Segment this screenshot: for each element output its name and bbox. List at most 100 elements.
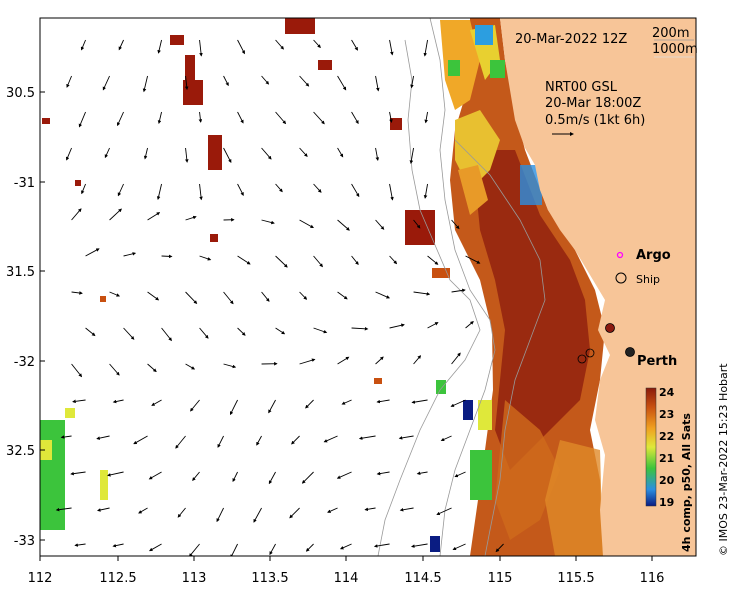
current-arrow <box>109 291 121 297</box>
x-tick-label: 112.5 <box>99 571 136 586</box>
current-arrow <box>450 399 466 407</box>
current-arrow <box>185 147 189 163</box>
current-arrow <box>116 111 124 127</box>
current-arrow <box>299 358 316 365</box>
current-arrow <box>112 399 124 404</box>
current-arrow <box>109 363 120 376</box>
current-arrow <box>118 39 124 51</box>
colorbar-tick: 20 <box>659 474 675 487</box>
x-tick-label: 116 <box>640 571 665 586</box>
current-arrow <box>112 543 124 548</box>
current-arrow <box>157 39 162 54</box>
current-arrow <box>376 471 390 476</box>
current-arrow <box>389 39 394 56</box>
colorbar-title: 4h comp, p50, All Sats <box>680 413 693 552</box>
city-label: Perth <box>637 354 677 369</box>
current-arrow <box>275 39 284 50</box>
current-arrow <box>451 219 460 230</box>
current-arrow <box>107 471 124 477</box>
current-arrow <box>337 75 347 91</box>
current-arrow <box>411 399 428 404</box>
current-arrow <box>85 327 96 337</box>
currents-time: 20-Mar 18:00Z <box>545 96 641 111</box>
current-arrow <box>148 471 162 480</box>
current-arrow <box>261 291 270 302</box>
current-arrow <box>301 471 314 484</box>
current-arrow <box>299 147 308 157</box>
current-arrow <box>337 356 350 365</box>
current-arrow <box>104 147 110 159</box>
current-arrow <box>413 291 431 296</box>
current-arrow <box>299 75 310 87</box>
sst-layer <box>40 18 605 556</box>
current-arrow <box>389 183 394 201</box>
current-arrow <box>123 252 137 257</box>
current-arrow <box>109 208 122 221</box>
current-arrow <box>411 543 428 548</box>
current-arrow <box>427 255 439 265</box>
currents-source: NRT00 GSL <box>545 80 618 95</box>
current-arrow <box>313 111 325 125</box>
y-tick-label: 31.5 <box>6 265 35 280</box>
credit-text: © IMOS 23-Mar-2022 15:23 Hobart <box>717 363 730 556</box>
current-arrow <box>60 435 72 439</box>
ship-marker <box>585 348 595 358</box>
current-arrow <box>375 291 391 299</box>
current-arrow <box>70 471 86 476</box>
date-label: 20-Mar-2022 12Z <box>515 32 627 47</box>
current-arrow <box>305 399 314 409</box>
current-arrow <box>339 543 352 550</box>
ship-legend-symbol <box>615 272 627 284</box>
current-arrow <box>313 39 321 49</box>
current-arrow <box>71 363 83 378</box>
current-arrow <box>454 471 466 478</box>
current-arrow <box>313 327 328 334</box>
colorbar-tick: 19 <box>659 496 674 509</box>
current-arrow <box>416 471 428 476</box>
current-arrow <box>237 183 244 197</box>
current-arrow <box>261 219 275 225</box>
current-scale-label: 0.5m/s (1kt 6h) <box>545 113 645 128</box>
current-arrow <box>81 183 86 195</box>
current-arrow <box>351 111 359 125</box>
current-arrow <box>337 291 348 300</box>
current-arrow <box>71 291 83 295</box>
current-arrow <box>351 255 359 266</box>
colorbar <box>645 387 657 507</box>
current-arrow <box>389 323 405 329</box>
ship-marker <box>605 323 615 333</box>
current-arrow <box>177 507 186 518</box>
current-arrow <box>223 147 232 163</box>
current-arrow <box>451 352 461 365</box>
current-arrow <box>336 471 352 479</box>
current-arrow <box>313 255 323 268</box>
current-arrow <box>413 219 421 229</box>
current-arrow <box>413 355 422 365</box>
current-arrow <box>256 435 262 446</box>
current-arrow <box>65 147 72 161</box>
current-arrow <box>96 435 110 440</box>
argo-legend-symbol <box>616 251 624 259</box>
current-arrow <box>465 321 474 329</box>
current-arrow <box>237 111 244 124</box>
current-arrow <box>409 147 414 164</box>
current-arrow <box>143 147 148 160</box>
current-arrow <box>423 183 428 199</box>
current-arrow <box>399 507 414 512</box>
current-arrow <box>156 183 162 200</box>
current-arrow <box>185 363 196 370</box>
current-arrow <box>66 75 72 88</box>
current-arrow <box>161 254 173 259</box>
current-arrow <box>364 507 376 512</box>
current-arrow <box>261 147 272 160</box>
current-arrow <box>237 327 246 336</box>
bathymetry-contours <box>377 18 546 556</box>
current-arrow <box>398 435 414 440</box>
depth-200-label: 200m <box>652 26 689 41</box>
x-tick-label: 115 <box>488 571 513 586</box>
current-arrow <box>184 75 189 91</box>
current-arrow <box>351 39 358 51</box>
current-arrow <box>423 39 428 57</box>
current-arrow <box>149 543 162 552</box>
